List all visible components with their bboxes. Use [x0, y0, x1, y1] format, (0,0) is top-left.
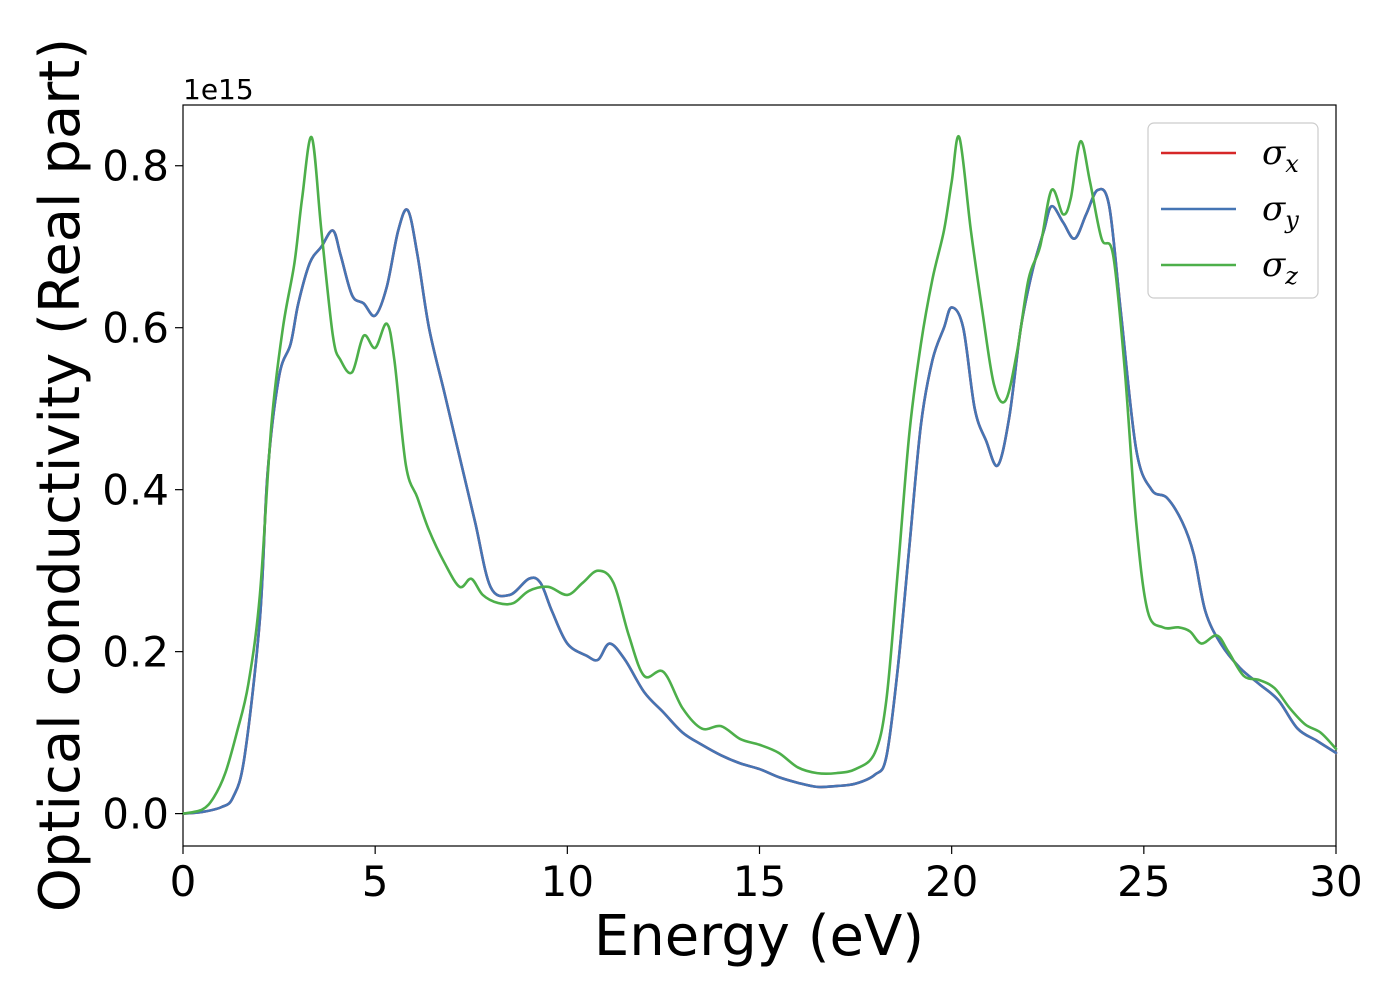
series-layer	[181, 135, 1338, 815]
y-tick-label: 0.8	[102, 142, 169, 191]
series-line-sigma-y	[181, 187, 1338, 815]
y-tick-label: 0.2	[102, 628, 169, 677]
x-tick-label: 15	[733, 857, 786, 906]
x-tick-label: 25	[1117, 857, 1170, 906]
x-tick-label: 20	[925, 857, 978, 906]
y-axis-ticks: 0.0 0.2 0.4 0.6 0.8	[102, 142, 183, 839]
y-tick-label: 0.4	[102, 466, 169, 515]
x-axis-label: Energy (eV)	[594, 904, 924, 969]
x-tick-label: 0	[170, 857, 197, 906]
legend-label-sigma-z: σz	[1262, 245, 1298, 290]
legend-box	[1147, 122, 1319, 299]
y-tick-label: 0.0	[102, 790, 169, 839]
x-tick-label: 5	[362, 857, 389, 906]
series-line-sigma-z	[181, 135, 1338, 815]
legend-label-sigma-y: σy	[1262, 189, 1299, 234]
legend: σx σy σz	[1147, 122, 1319, 299]
y-tick-label: 0.6	[102, 304, 169, 353]
x-axis-ticks: 0 5 10 15 20 25 30	[170, 846, 1363, 906]
y-axis-label: Optical conductivity (Real part)	[28, 38, 93, 912]
y-offset-label: 1e15	[183, 73, 254, 106]
x-tick-label: 10	[541, 857, 594, 906]
x-tick-label: 30	[1309, 857, 1362, 906]
legend-label-sigma-x: σx	[1262, 133, 1299, 178]
